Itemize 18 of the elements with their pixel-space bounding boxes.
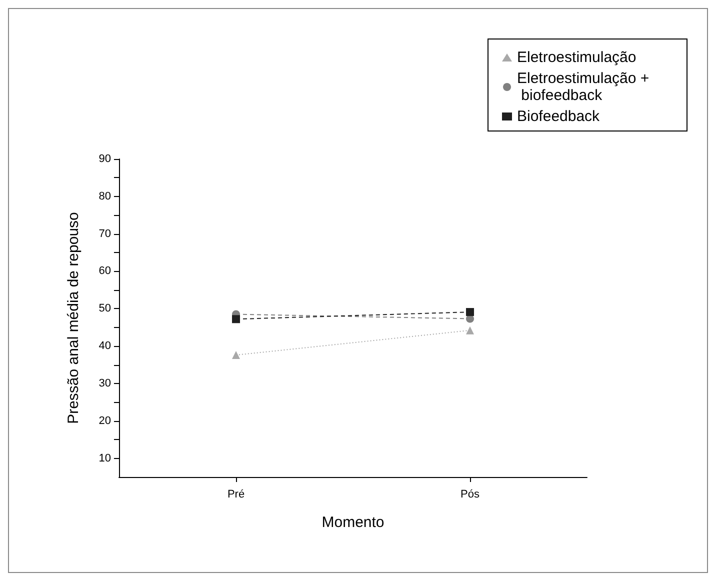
point (232, 315, 240, 324)
y-axis-title: Pressão anal média de repouso (65, 212, 82, 424)
legend-label: Biofeedback (517, 108, 600, 125)
x-tick-label: Pós (460, 488, 480, 500)
y-tick-label: 60 (98, 265, 111, 278)
y-tick-label: 80 (98, 190, 111, 202)
point (466, 308, 474, 316)
y-tick-label: 10 (98, 452, 111, 464)
y-tick-label: 90 (98, 153, 111, 165)
legend-label: Eletroestimulação + biofeedback (517, 70, 650, 104)
y-tick-label: 30 (98, 377, 111, 390)
y-tick-label: 50 (98, 302, 111, 315)
legend-label: Eletroestimulação (517, 49, 636, 66)
y-tick-label: 70 (98, 228, 111, 240)
x-axis-title: Momento (322, 514, 384, 531)
y-tick-label: 20 (98, 414, 111, 427)
y-tick-label: 40 (98, 340, 111, 352)
x-tick-label: Pré (227, 488, 245, 500)
